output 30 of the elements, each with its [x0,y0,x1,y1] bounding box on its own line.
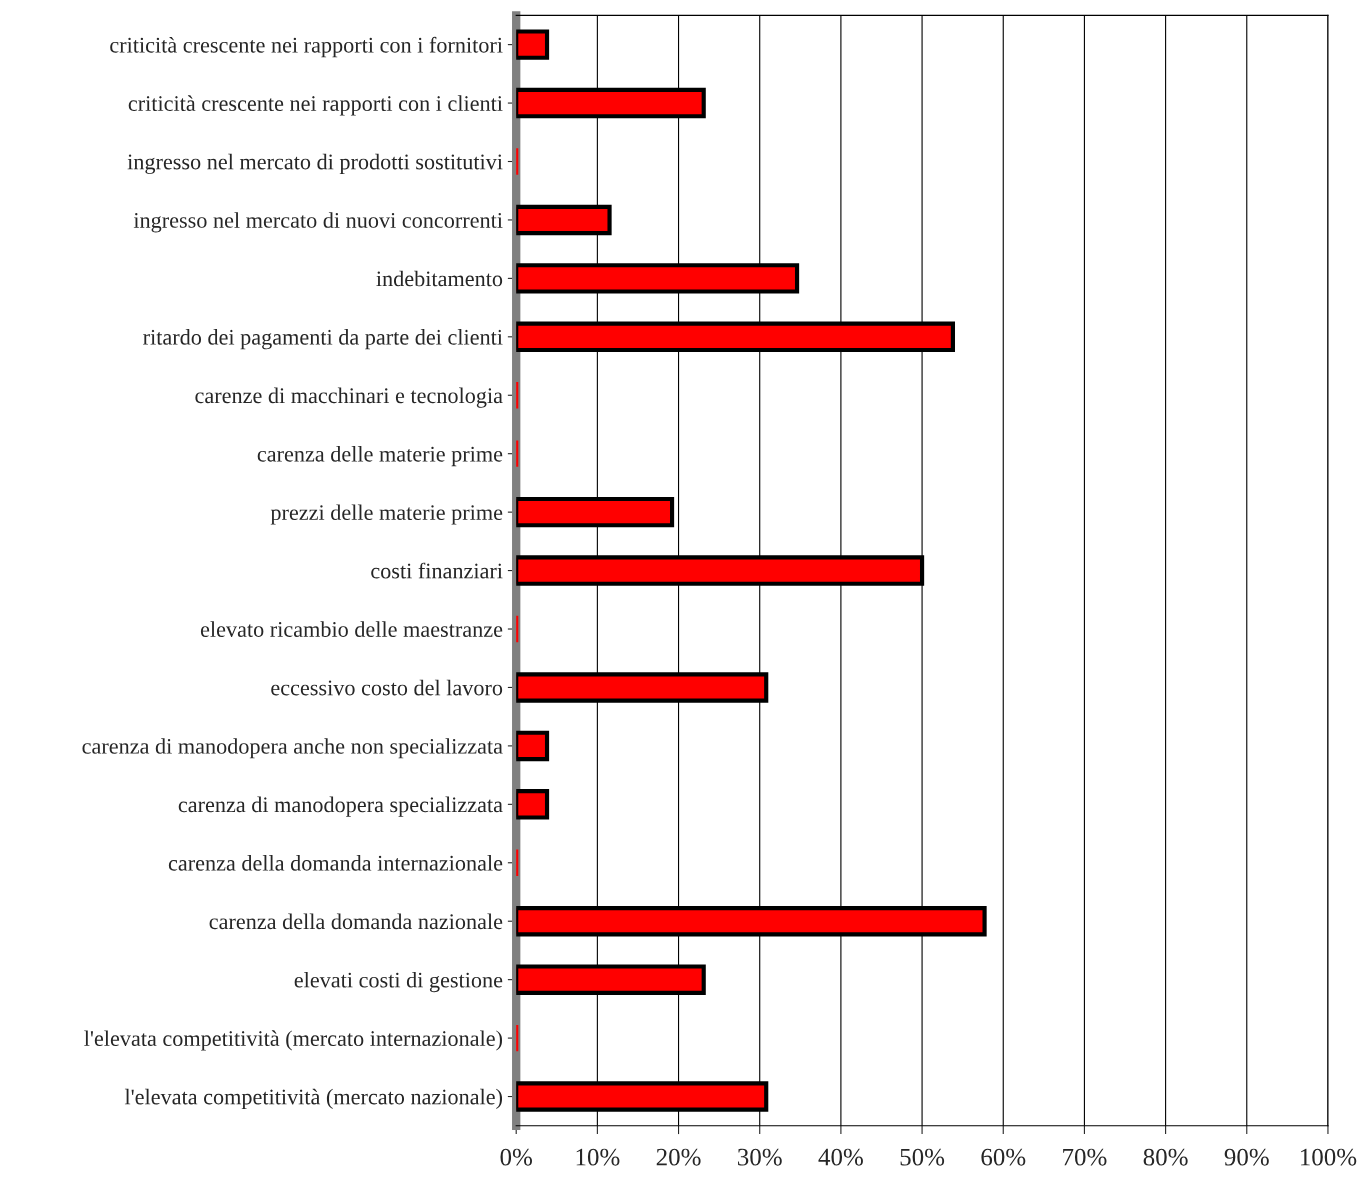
y-tick-label: ingresso nel mercato di nuovi concorrenti [133,212,503,233]
x-tick-label: 100% [1300,1148,1357,1166]
y-tick-label: eccessivo costo del lavoro [271,679,503,696]
y-tick-label: ingresso nel mercato di prodotti sostitutivi [127,153,503,175]
x-tick-label: 90% [1224,1148,1269,1166]
y-tick-label: criticità crescente nei rapporti con i clienti [128,95,503,116]
y-tick-label: carenze di macchinari e tecnologia [195,387,503,408]
y-tick-label: ritardo dei pagamenti da parte dei clienti [143,329,503,350]
x-tick-label: 60% [981,1148,1026,1166]
y-tick-label: prezzi delle materie prime [270,504,503,525]
x-tick-label: 10% [576,1148,620,1166]
x-tick-label: 50% [900,1148,945,1166]
y-tick-label: carenza della domanda internazionale [168,855,503,871]
y-tick-label: criticità crescente nei rapporti con i fornitori [110,36,503,58]
x-tick-label: 40% [818,1148,863,1166]
y-tick-label: indebitamento [376,270,503,287]
x-tick-label: 30% [738,1148,782,1166]
y-tick-label: l'elevata competitività (mercato internazionale) [84,1030,503,1051]
y-tick-label: elevati costi di gestione [294,971,503,993]
x-tick-label: 70% [1063,1148,1107,1166]
y-tick-label: elevato ricambio delle maestranze [200,621,503,637]
x-tick-label: 20% [656,1148,701,1166]
y-tick-label: carenza della domanda nazionale [209,913,503,930]
x-tick-label: 0% [500,1148,533,1166]
y-tick-label: carenza di manodopera anche non specializzata [82,738,503,759]
x-tick-label: 80% [1143,1148,1188,1166]
y-tick-label: carenza di manodopera specializzata [178,796,503,817]
y-tick-label: costi finanziari [371,562,503,579]
y-tick-label: l'elevata competitività (mercato nazionale) [124,1088,503,1109]
y-tick-label: carenza delle materie prime [257,445,503,467]
